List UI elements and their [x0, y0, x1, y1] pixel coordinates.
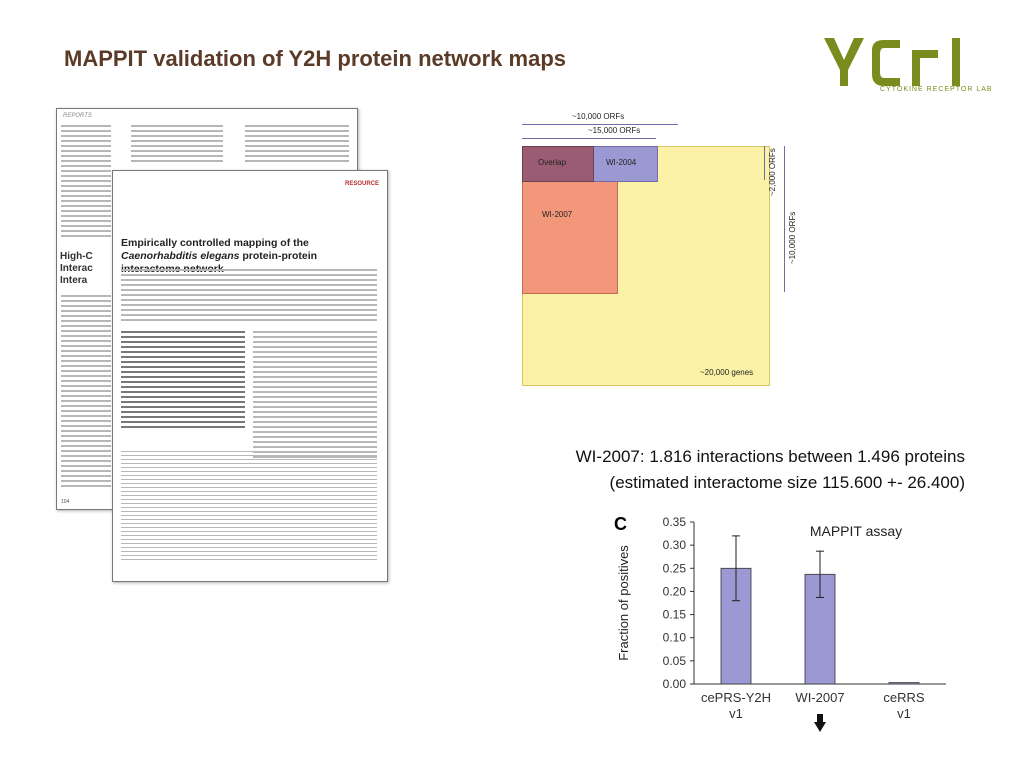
label-15000-orfs: ~15,000 ORFs	[588, 126, 641, 135]
y-tick-label: 0.20	[663, 584, 687, 598]
arrow-10000-orfs-right	[784, 146, 785, 292]
y-tick-label: 0.30	[663, 538, 687, 552]
x-tick-label-line2: v1	[897, 706, 911, 721]
arrow-2000-orfs	[764, 146, 765, 180]
label-10000-orfs-top: ~10,000 ORFs	[572, 112, 625, 121]
coverage-diagram: ~10,000 ORFs ~15,000 ORFs Overlap WI-200…	[500, 104, 800, 394]
highlight-arrow-icon	[814, 714, 826, 732]
chart-title: MAPPIT assay	[810, 523, 902, 539]
label-20000-genes: ~20,000 genes	[700, 368, 754, 377]
label-wi2004: WI-2004	[606, 158, 637, 167]
label-wi2007: WI-2007	[542, 210, 573, 219]
y-tick-label: 0.00	[663, 677, 687, 691]
bar-3	[888, 682, 920, 685]
label-overlap: Overlap	[538, 158, 567, 167]
x-tick-label: ceRRS	[883, 690, 925, 705]
logo-subtitle: CYTOKINE RECEPTOR LAB	[880, 86, 993, 93]
x-tick-label: WI-2007	[795, 690, 844, 705]
x-tick-label: cePRS-Y2H	[701, 690, 771, 705]
paper-back-heading: High-C Interac Intera	[60, 251, 93, 286]
box-wi2004	[592, 146, 658, 182]
paper-front-title: Empirically controlled mapping of the Ca…	[121, 237, 318, 275]
y-tick-label: 0.35	[663, 515, 687, 529]
arrow-15000-orfs	[522, 138, 656, 139]
summary-line-2: (estimated interactome size 115.600 +- 2…	[609, 473, 965, 492]
interactome-summary: WI-2007: 1.816 interactions between 1.49…	[565, 444, 965, 496]
box-overlap	[522, 146, 594, 182]
y-tick-label: 0.25	[663, 561, 687, 575]
label-10000-orfs-right: ~10,000 ORFs	[788, 211, 797, 264]
y-tick-label: 0.10	[663, 631, 687, 645]
x-tick-label-line2: v1	[729, 706, 743, 721]
y-tick-label: 0.05	[663, 654, 687, 668]
ycri-logo	[824, 38, 960, 86]
summary-line-1: WI-2007: 1.816 interactions between 1.49…	[575, 447, 965, 466]
paper-back-page-number: 104	[61, 499, 70, 505]
y-tick-label: 0.15	[663, 608, 687, 622]
label-2000-orfs: ~2,000 ORFs	[768, 148, 777, 196]
arrow-10000-orfs-top	[522, 124, 678, 125]
mappit-bar-chart: C MAPPIT assay Fraction of positives 0.00 0.…	[614, 514, 946, 732]
paper-front-section-badge: RESOURCE	[344, 181, 379, 187]
paper-front-thumbnail: RESOURCE Empirically controlled mapping …	[112, 170, 388, 582]
y-axis-label: Fraction of positives	[616, 545, 631, 661]
panel-label: C	[614, 514, 627, 534]
slide-title: MAPPIT validation of Y2H protein network…	[64, 46, 567, 71]
paper-back-section: REPORTS	[63, 113, 92, 119]
